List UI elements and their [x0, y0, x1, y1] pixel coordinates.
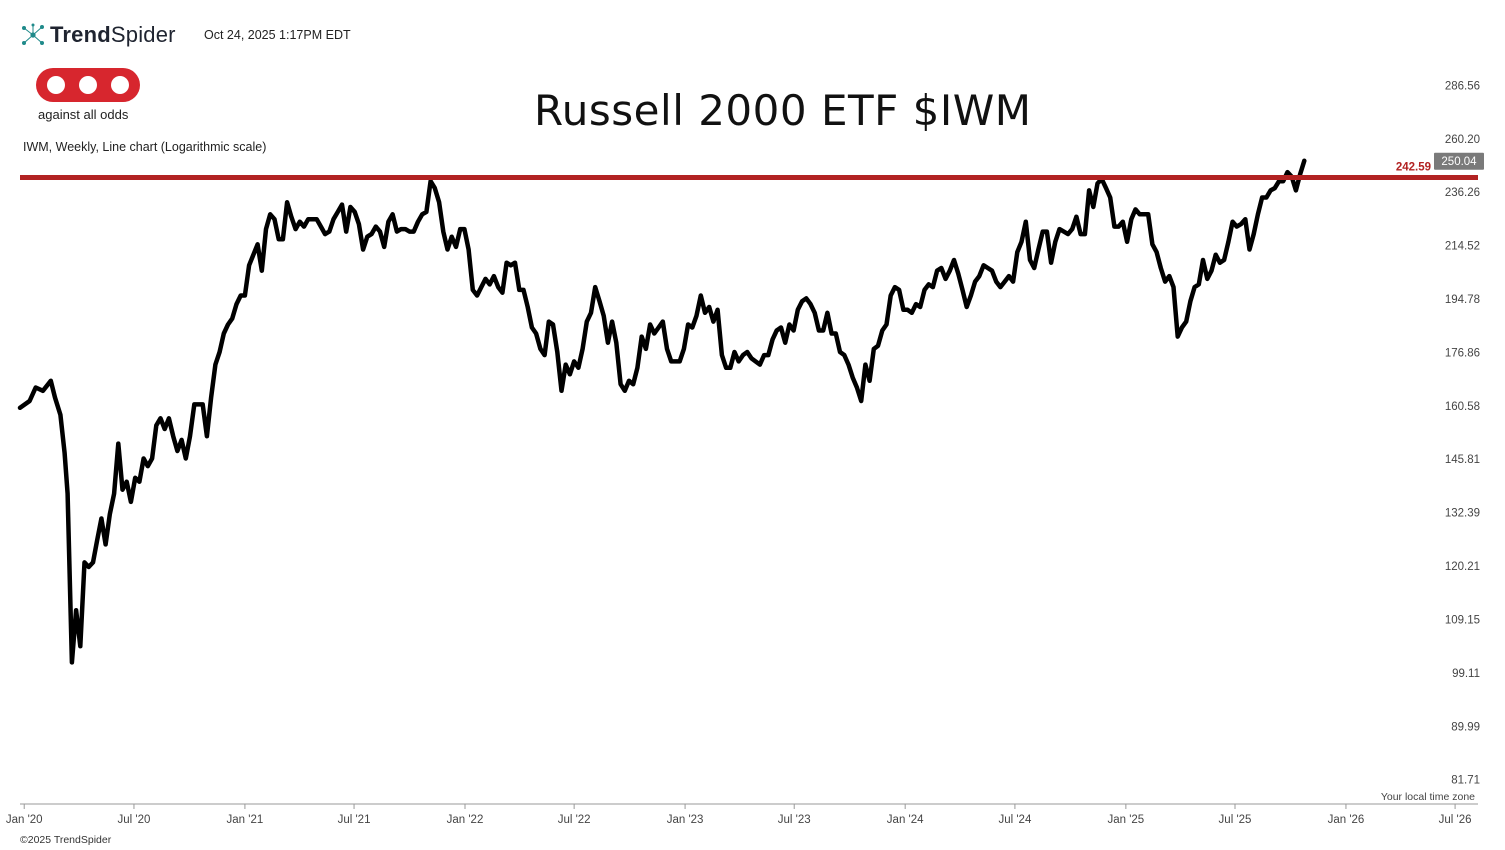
x-tick-label: Jan '22 [447, 814, 484, 826]
last-price-badge [1434, 152, 1484, 170]
x-tick-label: Jul '26 [1439, 814, 1472, 826]
x-axis: Jan '20 Jul '20 Jan '21 Jul '21 Jan '22 Jul '… [6, 803, 1478, 826]
x-tick-label: Jul '23 [778, 814, 811, 826]
x-tick-label: Jan '24 [887, 814, 924, 826]
x-tick-label: Jul '20 [118, 814, 151, 826]
trendspider-brand: TrendSpider [20, 22, 176, 48]
x-tick-label: Jan '21 [227, 814, 264, 826]
y-tick-label: 236.26 [1445, 187, 1480, 199]
y-tick-label: 286.56 [1445, 80, 1480, 92]
aao-tagline: against all odds [38, 107, 129, 122]
x-tick-label: Jul '25 [1219, 814, 1252, 826]
y-tick-label: 99.11 [1452, 668, 1480, 680]
resistance-label: 242.59 [1396, 162, 1431, 174]
x-tick-label: Jul '24 [998, 814, 1031, 826]
y-tick-label: 176.86 [1445, 347, 1480, 359]
copyright: ©2025 TrendSpider [20, 834, 112, 846]
y-tick-label: 81.71 [1451, 775, 1480, 787]
y-tick-label: 145.81 [1445, 454, 1480, 466]
chart-subtitle: IWM, Weekly, Line chart (Logarithmic sca… [23, 140, 267, 154]
last-price-label: 250.04 [1441, 156, 1477, 168]
aao-logo: aao [36, 68, 140, 102]
aao-logo-text: aao [87, 99, 89, 101]
chart-title: Russell 2000 ETF $IWM [534, 86, 1032, 135]
y-tick-label: 120.21 [1445, 561, 1480, 573]
y-tick-label: 89.99 [1451, 721, 1480, 733]
plot-area [17, 158, 1307, 665]
brand-name-light: Spider [110, 22, 176, 47]
x-tick-label: Jan '20 [6, 814, 43, 826]
x-tick-label: Jan '26 [1328, 814, 1365, 826]
x-tick-label: Jul '21 [338, 814, 371, 826]
y-tick-label: 214.52 [1445, 241, 1480, 253]
x-tick-label: Jan '25 [1107, 814, 1144, 826]
chart-overlays: 242.59 250.04 [20, 152, 1484, 181]
y-tick-label: 260.20 [1445, 134, 1480, 146]
y-tick-label: 132.39 [1445, 508, 1480, 520]
series-line [17, 158, 1307, 665]
x-tick-label: Jan '23 [667, 814, 704, 826]
brand-name-bold: Trend [50, 22, 111, 47]
brand-name: TrendSpider [50, 22, 176, 48]
chart-timestamp: Oct 24, 2025 1:17PM EDT [204, 28, 351, 42]
y-tick-label: 109.15 [1445, 614, 1480, 626]
y-tick-label: 160.58 [1445, 401, 1480, 413]
timezone-note: Your local time zone [1380, 791, 1475, 803]
trendspider-logo-icon [22, 23, 44, 45]
y-tick-label: 194.78 [1445, 294, 1480, 306]
x-tick-label: Jul '22 [558, 814, 591, 826]
y-axis: 286.56 260.20 236.26 214.52 194.78 176.86 160.… [1445, 80, 1480, 786]
